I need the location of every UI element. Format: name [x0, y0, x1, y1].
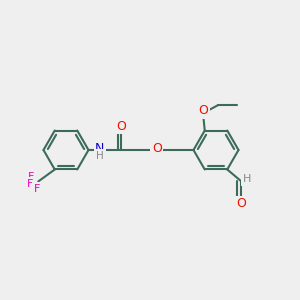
Text: F: F	[34, 184, 40, 194]
Text: O: O	[116, 120, 126, 133]
Text: O: O	[236, 197, 246, 211]
Text: H: H	[96, 151, 104, 161]
Text: N: N	[95, 142, 105, 155]
Text: O: O	[198, 104, 208, 117]
Text: F: F	[28, 172, 34, 182]
Text: F: F	[27, 178, 33, 189]
Text: O: O	[152, 142, 162, 155]
Text: H: H	[243, 174, 251, 184]
